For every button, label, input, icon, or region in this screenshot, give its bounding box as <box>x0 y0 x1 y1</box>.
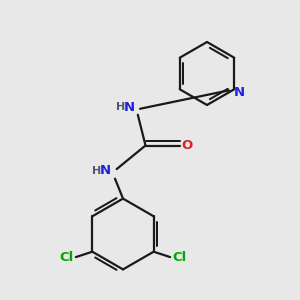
Text: Cl: Cl <box>172 250 187 264</box>
Text: Cl: Cl <box>59 250 74 264</box>
Text: O: O <box>181 139 192 152</box>
Text: N: N <box>234 86 245 99</box>
Text: H: H <box>116 101 125 112</box>
Text: N: N <box>123 100 135 114</box>
Text: H: H <box>92 166 101 176</box>
Text: N: N <box>99 164 111 178</box>
